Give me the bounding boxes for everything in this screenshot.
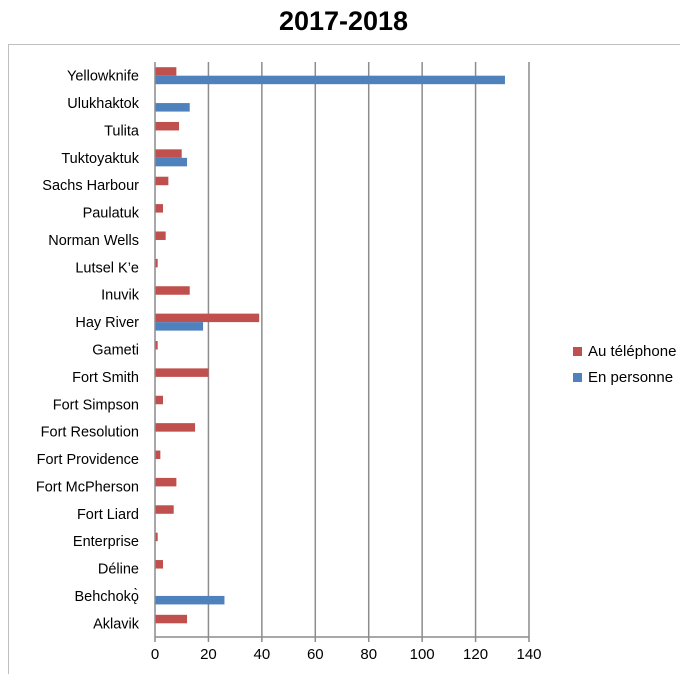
x-tick-label-60: 60 [307, 646, 324, 663]
category-label-tuktoyaktuk: Tuktoyaktuk [61, 151, 139, 167]
legend-swatch-telephone [573, 346, 582, 356]
category-label-fort-liard: Fort Liard [77, 507, 139, 523]
bar-au-te-le-phone-de-line [155, 560, 164, 569]
chart-legend: Au téléphone En personne [573, 338, 676, 390]
bar-en-personne-ulukhaktok [155, 103, 190, 112]
category-label-tulita: Tulita [104, 123, 140, 139]
bar-au-te-le-phone-fort-mcpherson [155, 477, 177, 487]
bar-au-te-le-phone-lutsel-k-e [155, 258, 158, 268]
bar-au-te-le-phone-fort-providence [155, 450, 161, 460]
x-tick-label-120: 120 [463, 646, 488, 663]
category-label-fort-providence: Fort Providence [37, 452, 139, 468]
bar-au-te-le-phone-fort-resolution [155, 423, 196, 432]
bar-au-te-le-phone-fort-liard [155, 505, 174, 514]
legend-item-in-person: En personne [573, 364, 676, 390]
bar-au-te-le-phone-sachs-harbour [155, 176, 169, 186]
legend-swatch-in-person [573, 372, 582, 382]
x-tick-label-20: 20 [200, 646, 217, 663]
bar-au-te-le-phone-paulatuk [155, 204, 164, 213]
legend-label-telephone: Au téléphone [588, 342, 677, 360]
bar-au-te-le-phone-fort-smith [155, 368, 209, 377]
category-label-ulukhaktok: Ulukhaktok [67, 96, 139, 112]
category-label-paulatuk: Paulatuk [83, 206, 140, 222]
category-label-aklavik: Aklavik [93, 616, 140, 632]
category-label-fort-smith: Fort Smith [72, 370, 139, 386]
bar-au-te-le-phone-aklavik [155, 614, 188, 624]
bar-au-te-le-phone-yellowknife [155, 67, 177, 76]
bar-au-te-le-phone-tuktoyaktuk [155, 149, 182, 158]
bar-au-te-le-phone-norman-wells [155, 231, 166, 240]
x-tick-label-140: 140 [516, 646, 541, 663]
bar-en-personne-tuktoyaktuk [155, 157, 188, 167]
bar-au-te-le-phone-tulita [155, 121, 180, 131]
category-label-fort-resolution: Fort Resolution [41, 425, 139, 441]
chart-title: 2017-2018 [278, 6, 409, 36]
category-label-sachs-harbour: Sachs Harbour [42, 178, 139, 194]
x-tick-label-80: 80 [360, 646, 377, 663]
category-label-fort-simpson: Fort Simpson [53, 397, 139, 413]
bar-au-te-le-phone-enterprise [155, 532, 158, 542]
category-label-hay-river: Hay River [75, 315, 139, 331]
x-tick-label-0: 0 [151, 646, 159, 663]
legend-label-in-person: En personne [588, 368, 674, 386]
legend-item-telephone: Au téléphone [573, 338, 676, 364]
category-label-lutsel-k-e: Lutsel K’e [75, 260, 139, 276]
category-label-norman-wells: Norman Wells [48, 233, 139, 249]
category-label-behchoko: Behchokǫ̀ [75, 588, 140, 605]
chart-frame [8, 44, 680, 674]
category-label-fort-mcpherson: Fort McPherson [36, 479, 139, 495]
category-label-yellowknife: Yellowknife [67, 69, 139, 85]
x-tick-label-40: 40 [254, 646, 271, 663]
bar-en-personne-yellowknife [155, 75, 505, 85]
bar-au-te-le-phone-inuvik [155, 286, 190, 295]
x-tick-label-100: 100 [410, 646, 435, 663]
category-label-enterprise: Enterprise [73, 534, 139, 550]
bar-en-personne-hay-river [155, 322, 204, 331]
category-label-inuvik: Inuvik [101, 288, 140, 304]
bar-en-personne-behchoko [155, 595, 225, 605]
category-label-gameti: Gameti [92, 343, 139, 359]
bar-au-te-le-phone-fort-simpson [155, 395, 164, 405]
bar-au-te-le-phone-hay-river [155, 313, 260, 323]
category-label-de-line: Déline [98, 562, 139, 578]
bar-au-te-le-phone-gameti [155, 341, 158, 350]
